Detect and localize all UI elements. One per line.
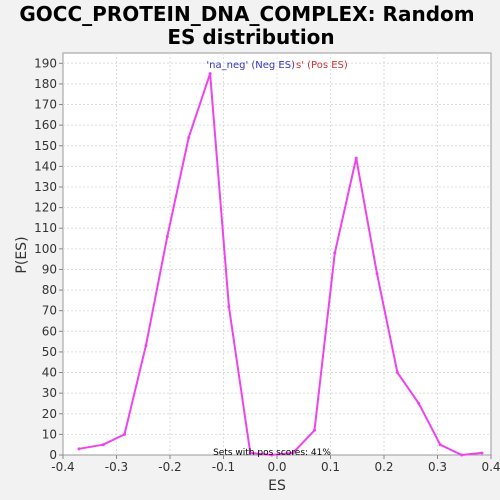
x-tick-label: -0.3	[105, 460, 128, 474]
y-tick-label: 190	[34, 56, 57, 70]
data-point	[333, 251, 337, 255]
series-line	[78, 72, 483, 456]
y-tick-label: 110	[34, 221, 57, 235]
x-tick-label: -0.4	[51, 460, 74, 474]
y-tick-label: 20	[42, 407, 57, 421]
data-point	[480, 451, 484, 455]
y-tick-label: 180	[34, 77, 57, 91]
y-tick-label: 10	[42, 427, 57, 441]
data-point	[417, 401, 421, 405]
data-point	[395, 371, 399, 375]
x-tick-label: -0.2	[158, 460, 181, 474]
chart-title-line1: GOCC_PROTEIN_DNA_COMPLEX: Random	[19, 2, 474, 26]
x-tick-label: 0.1	[321, 460, 340, 474]
y-tick-label: 30	[42, 386, 57, 400]
y-tick-label: 80	[42, 283, 57, 297]
legend-neg-label: 'na_neg' (Neg ES)	[206, 60, 295, 71]
data-point	[144, 344, 148, 348]
y-tick-label: 40	[42, 366, 57, 380]
data-point	[438, 443, 442, 447]
data-point	[165, 234, 169, 238]
x-tick-label: 0.0	[267, 460, 286, 474]
x-tick-label: 0.4	[481, 460, 500, 474]
y-tick-label: 160	[34, 118, 57, 132]
grid-layer	[63, 53, 491, 455]
legend-pos-label: s' (Pos ES)	[296, 60, 348, 71]
chart-title-line2: ES distribution	[167, 25, 334, 49]
y-tick-label: 70	[42, 304, 57, 318]
y-tick-label: 130	[34, 180, 57, 194]
data-point	[291, 451, 295, 455]
data-point	[375, 272, 379, 276]
data-point	[227, 305, 231, 309]
x-tick-label: 0.3	[428, 460, 447, 474]
x-axis-label: ES	[268, 478, 286, 494]
data-point	[270, 453, 274, 457]
y-tick-label: 50	[42, 345, 57, 359]
data-point	[460, 453, 464, 457]
y-tick-label: 140	[34, 159, 57, 173]
data-point	[77, 447, 81, 451]
data-point	[248, 451, 252, 455]
data-point	[101, 443, 105, 447]
y-tick-label: 0	[49, 448, 57, 462]
series-layer	[77, 72, 484, 457]
data-point	[354, 156, 358, 160]
data-point	[208, 72, 212, 76]
data-point	[312, 428, 316, 432]
axes-layer: 0 10 20 30 40 50 60 70 80 90 100 110 120 130 140 150 160…	[34, 56, 500, 474]
pos-scores-annotation: Sets with pos scores: 41%	[213, 448, 331, 458]
data-point	[123, 432, 127, 436]
y-tick-label: 60	[42, 324, 57, 338]
y-tick-label: 150	[34, 139, 57, 153]
y-tick-label: 100	[34, 242, 57, 256]
data-point	[187, 136, 191, 140]
y-tick-label: 90	[42, 262, 57, 276]
x-tick-label: -0.1	[212, 460, 235, 474]
y-tick-label: 170	[34, 98, 57, 112]
y-axis-label: P(ES)	[14, 236, 30, 273]
y-tick-label: 120	[34, 201, 57, 215]
x-tick-label: 0.2	[374, 460, 393, 474]
